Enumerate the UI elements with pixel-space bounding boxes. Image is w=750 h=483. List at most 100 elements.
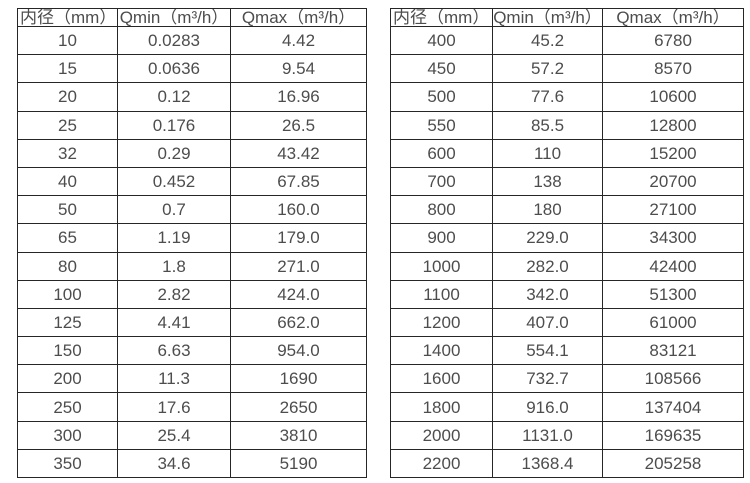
cell: 1800 xyxy=(390,392,493,422)
cell: 34.6 xyxy=(117,448,231,479)
cell: 662.0 xyxy=(230,307,367,338)
table-row: 1200 407.0 61000 xyxy=(390,307,744,338)
cell: 342.0 xyxy=(492,279,603,309)
cell: 600 xyxy=(390,138,493,168)
table-row: 1400 554.1 83121 xyxy=(390,336,744,366)
cell: 2.82 xyxy=(117,279,231,309)
table-row: 80 1.8 271.0 xyxy=(17,251,367,281)
cell: 700 xyxy=(390,166,493,197)
table-row: 250 17.6 2650 xyxy=(17,392,367,422)
table-row: 900 229.0 34300 xyxy=(390,223,744,253)
table-row: 550 85.5 12800 xyxy=(390,110,744,140)
cell: 1600 xyxy=(390,364,493,394)
cell: 0.176 xyxy=(117,110,231,140)
cell: 85.5 xyxy=(492,110,603,140)
table-row: 125 4.41 662.0 xyxy=(17,307,367,338)
table-row: 350 34.6 5190 xyxy=(17,448,367,479)
table-row: 50 0.7 160.0 xyxy=(17,195,367,225)
cell: 27100 xyxy=(602,195,744,225)
cell: 200 xyxy=(17,364,118,394)
cell: 0.7 xyxy=(117,195,231,225)
cell: 26.5 xyxy=(230,110,367,140)
cell: 0.452 xyxy=(117,166,231,197)
cell: 43.42 xyxy=(230,138,367,168)
cell: 229.0 xyxy=(492,223,603,253)
cell: 51300 xyxy=(602,279,744,309)
cell: 1200 xyxy=(390,307,493,338)
table-row: 150 6.63 954.0 xyxy=(17,336,367,366)
cell: 17.6 xyxy=(117,392,231,422)
cell: 25 xyxy=(17,110,118,140)
cell: 400 xyxy=(390,25,493,56)
cell: 900 xyxy=(390,223,493,253)
table-row: 1800 916.0 137404 xyxy=(390,392,744,422)
cell: 0.0636 xyxy=(117,54,231,84)
cell: 1131.0 xyxy=(492,420,603,450)
cell: 4.42 xyxy=(230,25,367,56)
header-row: 内径（mm） Qmin（m³/h） Qmax（m³/h） xyxy=(390,8,744,27)
cell: 57.2 xyxy=(492,54,603,84)
table-row: 500 77.6 10600 xyxy=(390,82,744,112)
cell: 34300 xyxy=(602,223,744,253)
cell: 15 xyxy=(17,54,118,84)
cell: 138 xyxy=(492,166,603,197)
column-header: Qmax（m³/h） xyxy=(230,8,367,27)
cell: 61000 xyxy=(602,307,744,338)
cell: 250 xyxy=(17,392,118,422)
cell: 1690 xyxy=(230,364,367,394)
cell: 271.0 xyxy=(230,251,367,281)
cell: 180 xyxy=(492,195,603,225)
table-row: 65 1.19 179.0 xyxy=(17,223,367,253)
table-row: 32 0.29 43.42 xyxy=(17,138,367,168)
table-row: 1000 282.0 42400 xyxy=(390,251,744,281)
cell: 160.0 xyxy=(230,195,367,225)
cell: 0.29 xyxy=(117,138,231,168)
cell: 450 xyxy=(390,54,493,84)
cell: 350 xyxy=(17,448,118,479)
cell: 1100 xyxy=(390,279,493,309)
cell: 40 xyxy=(17,166,118,197)
cell: 137404 xyxy=(602,392,744,422)
table-row: 25 0.176 26.5 xyxy=(17,110,367,140)
cell: 83121 xyxy=(602,336,744,366)
cell: 205258 xyxy=(602,448,744,479)
cell: 15200 xyxy=(602,138,744,168)
table-row: 20 0.12 16.96 xyxy=(17,82,367,112)
cell: 5190 xyxy=(230,448,367,479)
table-row: 200 11.3 1690 xyxy=(17,364,367,394)
cell: 67.85 xyxy=(230,166,367,197)
cell: 10600 xyxy=(602,82,744,112)
cell: 150 xyxy=(17,336,118,366)
table-row: 450 57.2 8570 xyxy=(390,54,744,84)
table-row: 800 180 27100 xyxy=(390,195,744,225)
cell: 300 xyxy=(17,420,118,450)
cell: 554.1 xyxy=(492,336,603,366)
column-header: Qmin（m³/h） xyxy=(117,8,231,27)
cell: 65 xyxy=(17,223,118,253)
cell: 800 xyxy=(390,195,493,225)
cell: 2000 xyxy=(390,420,493,450)
cell: 169635 xyxy=(602,420,744,450)
cell: 77.6 xyxy=(492,82,603,112)
cell: 282.0 xyxy=(492,251,603,281)
cell: 1368.4 xyxy=(492,448,603,479)
column-header: 内径（mm） xyxy=(390,8,493,27)
header-row: 内径（mm） Qmin（m³/h） Qmax（m³/h） xyxy=(17,8,367,27)
cell: 108566 xyxy=(602,364,744,394)
cell: 6780 xyxy=(602,25,744,56)
cell: 16.96 xyxy=(230,82,367,112)
flow-rate-table-small-diameters: 内径（mm） Qmin（m³/h） Qmax（m³/h） 10 0.0283 4.42 1… xyxy=(17,8,367,479)
cell: 1.8 xyxy=(117,251,231,281)
column-header: Qmax（m³/h） xyxy=(602,8,744,27)
cell: 424.0 xyxy=(230,279,367,309)
flow-rate-table-large-diameters: 内径（mm） Qmin（m³/h） Qmax（m³/h） 400 45.2 6780 45… xyxy=(390,8,744,479)
cell: 1400 xyxy=(390,336,493,366)
cell: 10 xyxy=(17,25,118,56)
table-row: 400 45.2 6780 xyxy=(390,25,744,56)
cell: 0.12 xyxy=(117,82,231,112)
cell: 11.3 xyxy=(117,364,231,394)
cell: 954.0 xyxy=(230,336,367,366)
table-row: 600 110 15200 xyxy=(390,138,744,168)
cell: 45.2 xyxy=(492,25,603,56)
cell: 8570 xyxy=(602,54,744,84)
